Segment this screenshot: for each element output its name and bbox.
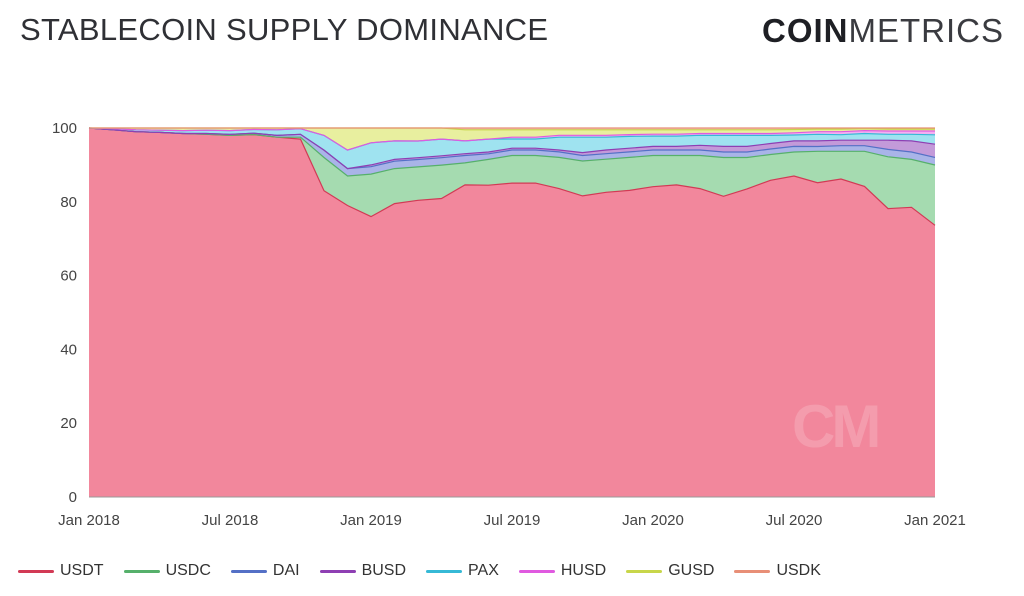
line-busd <box>88 127 936 170</box>
legend-item-gusd[interactable]: GUSD <box>626 562 714 580</box>
x-tick-label: Jan 2021 <box>904 512 966 529</box>
legend-label: USDC <box>165 562 211 579</box>
area-dai <box>89 128 935 176</box>
legend-swatch <box>626 569 663 573</box>
legend-item-busd[interactable]: BUSD <box>319 562 407 580</box>
legend-item-husd[interactable]: HUSD <box>518 562 607 580</box>
line-usdc <box>88 127 936 177</box>
x-tick-label: Jul 2019 <box>484 512 541 529</box>
legend-item-usdk[interactable]: USDK <box>734 562 821 580</box>
legend-label: HUSD <box>560 562 607 579</box>
x-tick-label: Jan 2019 <box>340 512 402 529</box>
legend-item-pax[interactable]: PAX <box>426 562 499 580</box>
y-tick-label: 60 <box>60 268 77 285</box>
legend-swatch <box>230 569 267 573</box>
area-usdt <box>89 128 935 497</box>
coinmetrics-logo: COINMETRICS <box>762 12 1004 50</box>
y-tick-label: 40 <box>60 341 77 358</box>
legend-swatch <box>18 569 54 573</box>
legend-item-dai[interactable]: DAI <box>230 562 300 580</box>
legend-swatch <box>734 569 771 573</box>
x-tick-label: Jul 2020 <box>766 512 823 529</box>
legend-label: BUSD <box>361 562 407 579</box>
y-tick-label: 100 <box>52 120 77 137</box>
area-usdc <box>89 128 935 226</box>
x-tick-label: Jan 2020 <box>622 512 684 529</box>
legend-item-usdt[interactable]: USDT <box>18 562 104 580</box>
legend-label: DAI <box>272 562 300 579</box>
line-husd <box>88 127 935 151</box>
legend-label: USDK <box>776 562 821 579</box>
brand-light: METRICS <box>848 12 1004 49</box>
legend-item-usdc[interactable]: USDC <box>123 562 211 580</box>
legend-swatch <box>518 569 555 573</box>
legend-label: PAX <box>468 562 499 579</box>
y-tick-label: 20 <box>60 415 77 432</box>
legend-label: GUSD <box>668 562 715 579</box>
legend-swatch <box>123 569 160 573</box>
legend-label: USDT <box>60 562 104 579</box>
area-pax <box>89 128 935 169</box>
y-tick-label: 80 <box>60 194 77 211</box>
legend-swatch <box>319 569 356 573</box>
brand-bold: COIN <box>762 12 849 49</box>
watermark-logo: CM <box>792 393 881 460</box>
y-tick-label: 0 <box>69 489 77 506</box>
x-tick-label: Jan 2018 <box>58 512 120 529</box>
x-tick-label: Jul 2018 <box>202 512 259 529</box>
chart-title: STABLECOIN SUPPLY DOMINANCE <box>20 12 549 47</box>
chart-legend: USDT USDC DAI BUSD PAX HUSD GUSD USDK <box>18 562 841 580</box>
legend-swatch <box>426 569 463 573</box>
